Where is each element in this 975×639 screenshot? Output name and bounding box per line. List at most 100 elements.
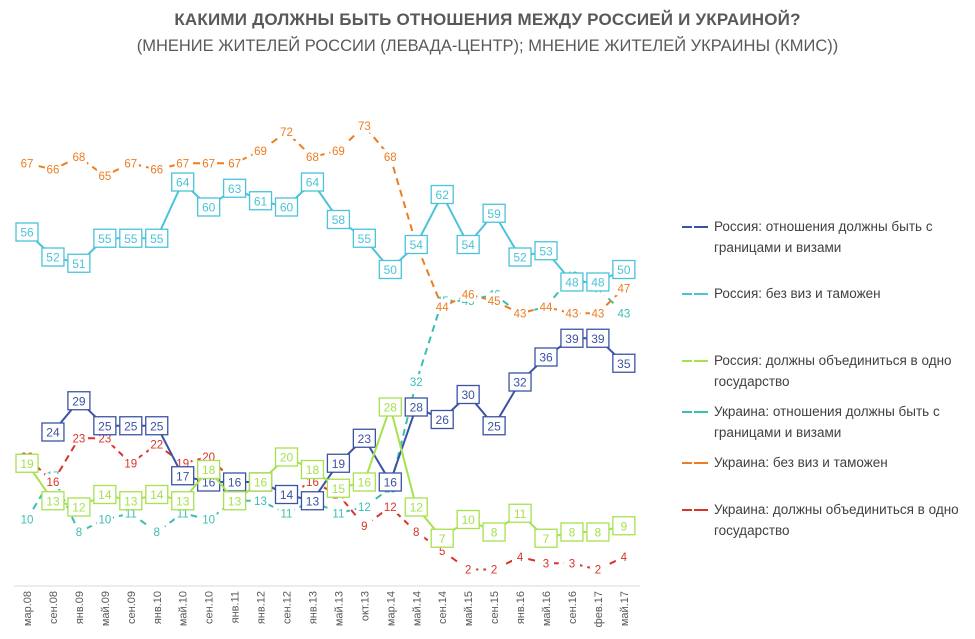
chart-subtitle: (МНЕНИЕ ЖИТЕЛЕЙ РОССИИ (ЛЕВАДА-ЦЕНТР); М… [136,37,839,55]
series-2: 56 52 51 55 55 55 64 60 63 61 60 64 58 55 50 54 62 54 59 52… [15,172,636,292]
x-tick-label: янв.13 [307,591,319,624]
data-label-bg [408,374,425,389]
data-label-bg [278,505,295,521]
data-label: 22 [150,440,163,452]
data-point-box [222,178,247,198]
data-label: 12 [358,502,371,514]
data-label: 44 [540,302,553,314]
data-label: 8 [491,526,498,540]
data-point-box [300,459,325,480]
data-point-box [222,491,247,511]
data-label: 16 [384,476,398,490]
data-label: 53 [539,244,553,258]
legend-label: Россия: без виз и таможен [714,286,881,301]
data-label-bg [19,511,35,527]
data-label: 8 [413,527,419,539]
data-label-bg [512,549,529,564]
data-label: 10 [21,515,34,527]
data-label: 67 [21,158,34,170]
data-point-box [534,241,558,261]
data-point-box [430,184,454,205]
data-label: 43 [566,308,579,320]
data-label: 12 [410,501,424,515]
legend-label: Украина: отношения должны быть с граница… [714,404,940,440]
data-label: 9 [361,521,367,533]
data-label: 63 [228,182,242,196]
data-point-box [248,191,273,211]
data-label: 12 [384,502,397,514]
data-label-bg [382,499,399,514]
data-point-box [145,484,169,505]
data-label: 47 [617,283,630,295]
data-point-box [274,484,299,505]
data-label: 52 [513,251,527,265]
data-label: 73 [358,121,371,133]
data-point-box [560,272,584,292]
data-label: 11 [125,508,137,520]
legend-item: Россия: без виз и таможен [682,283,972,304]
data-label-bg [434,299,451,314]
data-label: 55 [150,232,164,246]
data-label-bg [408,524,425,539]
legend-item: Украина: отношения должны быть с граница… [682,401,972,443]
data-label-bg [460,561,477,577]
data-label-bg [96,167,113,183]
data-label-bg [200,155,217,171]
data-label-bg [70,149,87,164]
data-label: 8 [595,526,602,540]
data-point-box [41,422,65,442]
data-label: 45 [488,296,501,308]
data-label-bg [615,280,632,296]
data-label: 24 [46,426,60,440]
data-label: 16 [228,476,242,490]
data-label: 65 [98,171,111,183]
data-label-bg [538,299,554,314]
data-label: 8 [154,527,160,539]
data-label-bg [589,561,606,577]
data-label-bg [512,305,529,321]
data-label: 11 [177,508,189,520]
data-point-box [612,516,636,536]
data-label: 13 [228,494,242,508]
data-point-box [378,472,402,492]
x-tick-label: май.10 [178,591,190,626]
data-label: 19 [20,457,34,471]
x-tick-label: фев.17 [593,591,605,627]
data-label: 32 [513,376,527,390]
data-label-bg [486,292,503,308]
data-label: 8 [76,527,82,539]
data-label-bg [96,511,113,527]
data-label: 11 [281,508,293,520]
data-point-box [119,491,143,511]
data-label-bg [278,124,295,139]
data-label: 25 [98,419,112,433]
data-point-box [326,478,351,498]
x-tick-label: сен.15 [489,591,501,624]
series-line [26,437,625,571]
legend-swatch [682,509,708,511]
data-point-box [612,259,636,280]
data-label-bg [122,455,139,471]
data-point-box [196,197,221,217]
data-label-bg [148,524,165,539]
x-tick-label: сен.10 [204,591,216,624]
legend-swatch [682,462,708,464]
legend-item: Россия: отношения должны быть с границам… [682,216,972,258]
data-point-box [171,466,195,486]
data-point-box [196,459,221,480]
data-label: 7 [439,532,446,546]
data-point-box [456,509,480,530]
x-tick-label: сен.09 [126,591,138,624]
legend-item: Россия: должны объединиться в одно госуд… [682,350,972,392]
data-label-bg [486,561,503,577]
series-line [26,124,625,315]
data-label: 3 [543,558,549,570]
data-label: 64 [176,176,190,190]
data-point-box [274,197,299,217]
data-label: 60 [202,201,216,215]
data-label-bg [70,430,87,446]
data-point-box [93,228,117,248]
data-label-bg [330,505,347,521]
data-label: 14 [98,488,112,502]
x-tick-label: янв.11 [230,591,242,623]
